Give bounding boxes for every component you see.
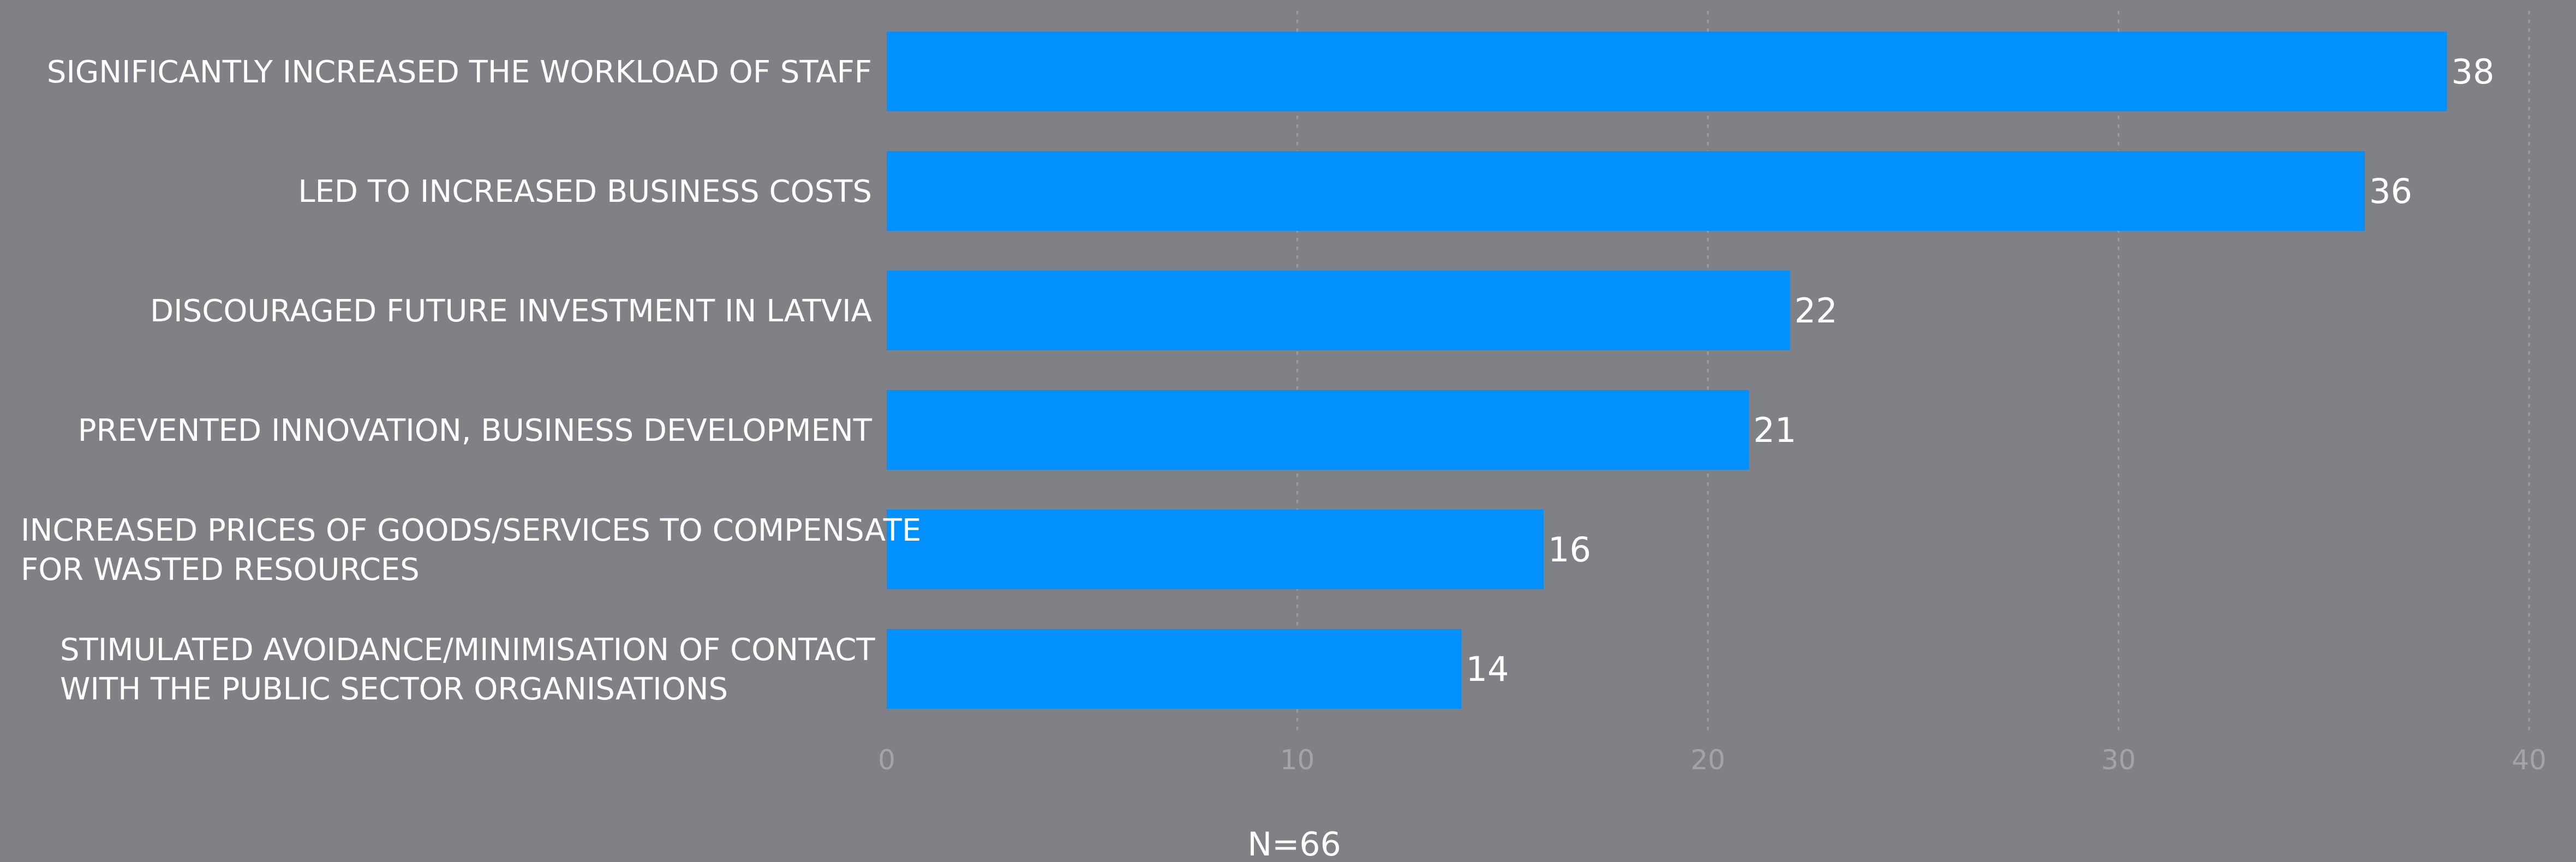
sample-size-note: N=66 bbox=[1247, 825, 1341, 862]
category-label: SIGNIFICANTLY INCREASED THE WORKLOAD OF … bbox=[47, 55, 872, 90]
x-tick-label: 0 bbox=[878, 744, 895, 776]
bar-value-label: 36 bbox=[2369, 171, 2412, 211]
bar-6 bbox=[887, 629, 1462, 709]
category-label: STIMULATED AVOIDANCE/MINIMISATION OF CON… bbox=[60, 632, 875, 707]
bar-value-label: 16 bbox=[1548, 530, 1591, 570]
bar-value-label: 21 bbox=[1753, 410, 1796, 450]
x-tick-label: 20 bbox=[1690, 744, 1725, 776]
bars bbox=[887, 32, 2447, 709]
category-labels: SIGNIFICANTLY INCREASED THE WORKLOAD OF … bbox=[21, 55, 921, 707]
bar-value-label: 14 bbox=[1466, 649, 1509, 689]
bar-1 bbox=[887, 32, 2447, 111]
category-label-line: WITH THE PUBLIC SECTOR ORGANISATIONS bbox=[60, 672, 728, 707]
category-label: PREVENTED INNOVATION, BUSINESS DEVELOPME… bbox=[78, 413, 872, 448]
bar-2 bbox=[887, 151, 2365, 231]
x-tick-label: 40 bbox=[2512, 744, 2547, 776]
category-label: INCREASED PRICES OF GOODS/SERVICES TO CO… bbox=[21, 513, 921, 588]
bar-4 bbox=[887, 390, 1749, 470]
bar-value-label: 38 bbox=[2452, 52, 2495, 92]
value-labels: 38 36 22 21 16 14 bbox=[1466, 52, 2495, 689]
x-axis-ticks: 0 10 20 30 40 bbox=[878, 744, 2547, 776]
bar-5 bbox=[887, 510, 1544, 589]
x-tick-label: 30 bbox=[2101, 744, 2136, 776]
x-tick-label: 10 bbox=[1280, 744, 1315, 776]
bar-value-label: 22 bbox=[1795, 291, 1838, 331]
bar-3 bbox=[887, 271, 1790, 350]
category-label-line: FOR WASTED RESOURCES bbox=[21, 552, 420, 588]
category-label: DISCOURAGED FUTURE INVESTMENT IN LATVIA bbox=[150, 294, 872, 329]
category-label-line: INCREASED PRICES OF GOODS/SERVICES TO CO… bbox=[21, 513, 921, 548]
category-label: LED TO INCREASED BUSINESS COSTS bbox=[298, 174, 872, 209]
gridlines bbox=[1296, 11, 2530, 731]
category-label-line: STIMULATED AVOIDANCE/MINIMISATION OF CON… bbox=[60, 632, 875, 668]
